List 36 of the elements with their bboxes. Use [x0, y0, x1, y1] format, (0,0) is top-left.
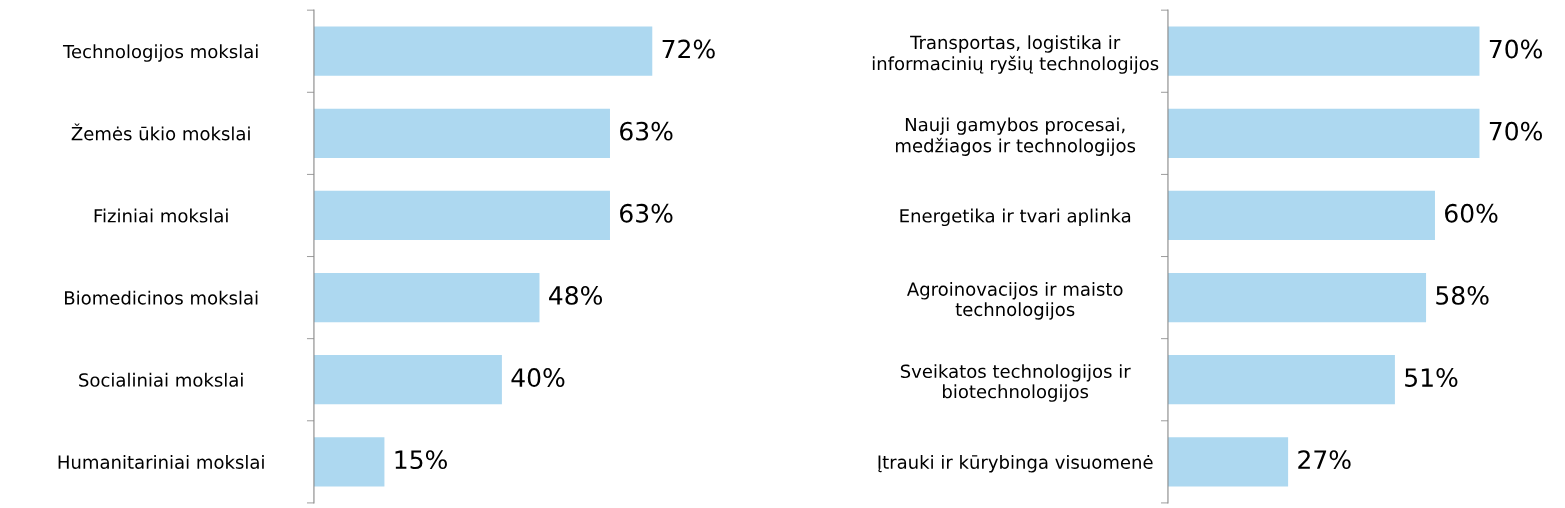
data-label: 72%	[662, 39, 715, 59]
y-tick-label: Sveikatos technologijos ir biotechnologijos	[900, 364, 1131, 402]
data-label: 51%	[1405, 368, 1458, 387]
y-tick-label: Fiziniai mokslai	[94, 208, 228, 223]
bar	[313, 437, 385, 487]
bar	[1167, 190, 1435, 241]
y-tick-label: Biomedicinos mokslai	[65, 290, 258, 305]
y-tick-label: Transportas, logistika ir informacinių ryšių technologijos	[872, 35, 1159, 74]
data-label: 60%	[1445, 203, 1498, 223]
bar	[1167, 108, 1480, 158]
data-label: 70%	[1489, 39, 1542, 59]
data-label: 70%	[1489, 121, 1542, 141]
bar	[313, 190, 610, 241]
data-label: 63%	[620, 121, 673, 141]
bar	[1167, 437, 1289, 487]
data-label: 63%	[620, 203, 673, 223]
data-label: 15%	[395, 450, 447, 470]
bar	[313, 108, 610, 158]
data-label: 58%	[1436, 285, 1489, 305]
bar	[313, 26, 653, 76]
bar	[1167, 355, 1395, 405]
bar	[313, 355, 502, 405]
data-label: 40%	[511, 368, 565, 387]
y-tick-label: Humanitariniai mokslai	[58, 455, 264, 469]
y-tick-label: Agroinovacijos ir maisto technologijos	[906, 282, 1123, 320]
bar	[1167, 26, 1480, 76]
y-tick-label: Technologijos mokslai	[62, 44, 258, 62]
data-label: 48%	[549, 285, 603, 305]
y-tick-label: Įtrauki ir kūrybinga visuomenė	[878, 455, 1153, 473]
y-tick-label: Energetika ir tvari aplinka	[900, 208, 1131, 227]
data-label: 27%	[1298, 450, 1351, 470]
bar	[313, 272, 540, 323]
bar	[1167, 272, 1427, 323]
y-tick-label: Žemės ūkio mokslai	[71, 123, 250, 141]
y-tick-label: Nauji gamybos procesai, medžiagos ir technologijos	[896, 117, 1136, 156]
y-tick-label: Socialiniai mokslai	[79, 372, 243, 387]
